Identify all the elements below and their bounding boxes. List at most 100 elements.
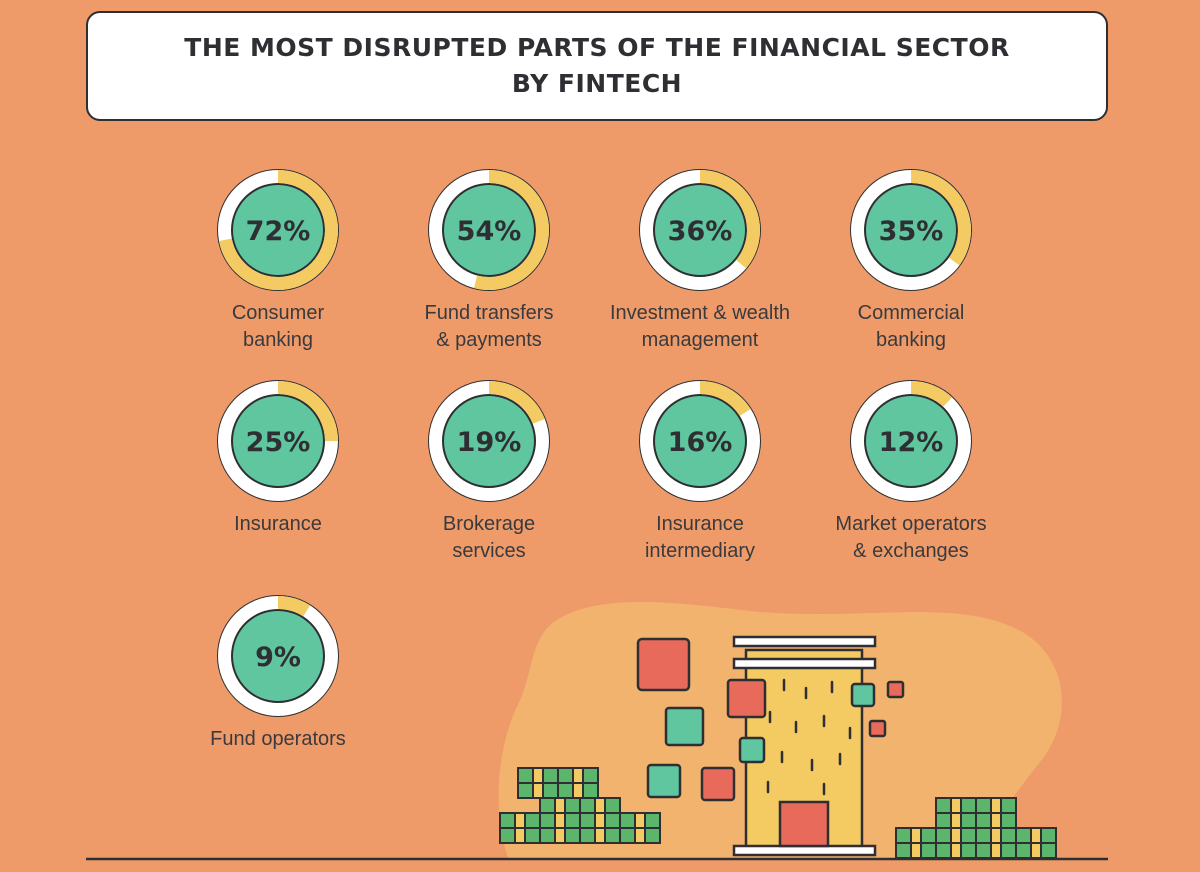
money-bill-icon [539,797,581,814]
donut-arc-investment-and-wealth-management [640,170,760,290]
donut-arc-consumer-banking [218,170,338,290]
money-bill-icon [935,812,977,829]
donut-value-fund-operators: 9% [255,642,301,673]
donut-inner-disc [233,611,323,701]
donut-label-investment-and-wealth-management: Investment & wealth management [580,300,820,354]
donut-insurance: 25% [217,380,339,502]
donut-label-fund-transfers-and-payments: Fund transfers & payments [369,300,609,354]
money-bill-icon [895,842,937,859]
floating-tiles-icon [636,637,905,802]
donut-fund-operators: 9% [217,595,339,717]
donut-label-line: banking [875,329,947,351]
donut-value-investment-and-wealth-management: 36% [668,216,733,247]
donut-item-market-operators-and-exchanges: 12% Market operators & exchanges [791,377,1031,565]
donut-value-consumer-banking: 72% [246,216,311,247]
donut-label-line: & exchanges [853,540,969,562]
donut-arc-market-operators-and-exchanges [851,381,971,501]
donut-item-fund-operators: 9% Fund operators [158,592,398,753]
money-bill-icon [579,827,621,844]
donut-inner-disc [444,396,534,486]
donut-investment-and-wealth-management: 36% [639,169,761,291]
donut-label-consumer-banking: Consumer banking [158,300,398,354]
money-bill-icon [975,827,1017,844]
money-bill-icon [557,767,599,784]
money-bill-icon [579,812,621,829]
donut-arc-fund-transfers-and-payments [429,170,549,290]
donut-inner-disc [866,185,956,275]
money-bill-icon [975,812,1017,829]
money-bill-icon [935,827,977,844]
donut-inner-disc [233,185,323,275]
title-box: THE MOST DISRUPTED PARTS OF THE FINANCIA… [86,11,1108,121]
money-bill-icon [975,842,1017,859]
donut-value-insurance: 25% [246,427,311,458]
donut-inner-disc [233,396,323,486]
donut-arc-commercial-banking [851,170,971,290]
donut-value-commercial-banking: 35% [879,216,944,247]
donut-insurance-intermediary: 16% [639,380,761,502]
money-bill-icon [539,827,581,844]
donut-value-brokerage-services: 19% [457,427,522,458]
donut-label-line: services [452,540,526,562]
money-stacks-icon [499,767,1057,859]
donut-commercial-banking: 35% [850,169,972,291]
donut-label-commercial-banking: Commercial banking [791,300,1031,354]
donut-label-line: management [641,329,759,351]
donut-label-line: Investment & wealth [609,302,791,324]
money-bill-icon [579,797,621,814]
donut-label-fund-operators: Fund operators [158,726,398,753]
building-icon [732,635,877,857]
donut-label-line: banking [242,329,314,351]
donut-arc-insurance-intermediary [640,381,760,501]
donut-inner-disc [866,396,956,486]
donut-item-brokerage-services: 19% Brokerage services [369,377,609,565]
donut-label-insurance: Insurance [158,511,398,538]
donut-brokerage-services: 19% [428,380,550,502]
donut-inner-disc [655,396,745,486]
donut-label-line: Insurance [234,513,322,535]
donut-value-fund-transfers-and-payments: 54% [457,216,522,247]
money-bill-icon [619,827,661,844]
donut-arc-brokerage-services [429,381,549,501]
donut-label-line: Brokerage [442,513,536,535]
donut-item-consumer-banking: 72% Consumer banking [158,166,398,354]
money-bill-icon [557,782,599,799]
donut-item-fund-transfers-and-payments: 54% Fund transfers & payments [369,166,609,354]
donut-label-line: Consumer [231,302,325,324]
donut-label-line: Insurance [656,513,744,535]
donut-label-brokerage-services: Brokerage services [369,511,609,565]
donut-arc-insurance [218,381,338,501]
money-bill-icon [975,797,1017,814]
donut-label-line: & payments [436,329,542,351]
donut-consumer-banking: 72% [217,169,339,291]
money-bill-icon [1015,827,1057,844]
donut-label-line: Fund operators [210,728,346,750]
donut-label-line: intermediary [644,540,756,562]
donut-label-insurance-intermediary: Insurance intermediary [580,511,820,565]
title-line-1: THE MOST DISRUPTED PARTS OF THE FINANCIA… [184,33,1010,62]
donut-item-investment-and-wealth-management: 36% Investment & wealth management [580,166,820,354]
money-bill-icon [517,782,559,799]
money-bill-icon [539,812,581,829]
money-bill-icon [935,842,977,859]
donut-item-commercial-banking: 35% Commercial banking [791,166,1031,354]
donut-value-insurance-intermediary: 16% [668,427,733,458]
money-bill-icon [499,812,541,829]
donut-label-line: Fund transfers [424,302,554,324]
donut-fund-transfers-and-payments: 54% [428,169,550,291]
money-bill-icon [499,827,541,844]
donut-item-insurance-intermediary: 16% Insurance intermediary [580,377,820,565]
donut-label-line: Market operators [835,513,987,535]
donut-item-insurance: 25% Insurance [158,377,398,538]
donut-label-market-operators-and-exchanges: Market operators & exchanges [791,511,1031,565]
money-bill-icon [935,797,977,814]
donut-inner-disc [655,185,745,275]
donut-value-market-operators-and-exchanges: 12% [879,427,944,458]
donut-label-line: Commercial [857,302,965,324]
donut-inner-disc [444,185,534,275]
donut-market-operators-and-exchanges: 12% [850,380,972,502]
title-line-2: BY FINTECH [511,69,683,98]
money-bill-icon [1015,842,1057,859]
money-bill-icon [895,827,937,844]
